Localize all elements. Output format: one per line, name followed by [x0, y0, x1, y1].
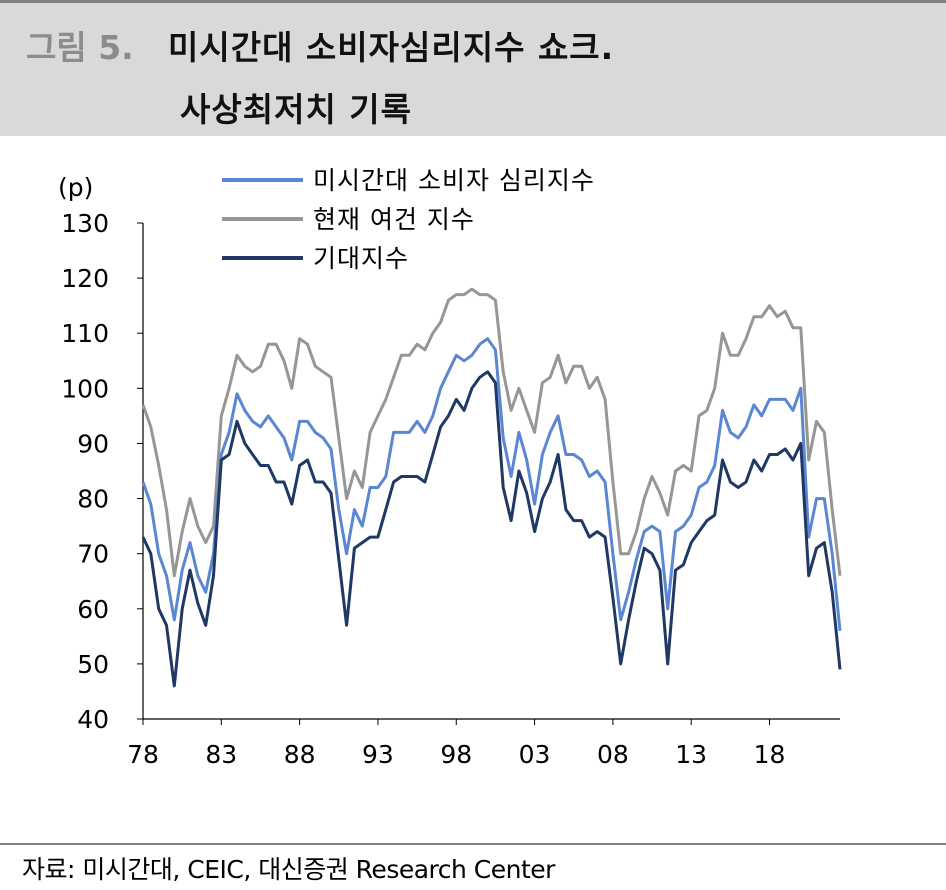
- y-tick-label: 70: [77, 540, 109, 569]
- plot-area: [141, 287, 842, 688]
- legend-label: 기대지수: [313, 244, 409, 273]
- chart-title-line-2: 사상최저치 기록: [180, 90, 413, 129]
- series-line-0: [141, 337, 842, 631]
- x-tick-label: 03: [519, 740, 551, 769]
- top-rule: [0, 0, 946, 3]
- source-note: 자료: 미시간대, CEIC, 대신증권 Research Center: [22, 855, 555, 884]
- y-tick-label: 130: [61, 209, 109, 238]
- y-tick-label: 100: [61, 374, 109, 403]
- x-tick-label: 78: [127, 740, 159, 769]
- y-tick-label: 110: [61, 319, 109, 348]
- bottom-rule: [0, 843, 946, 845]
- x-tick-label: 88: [284, 740, 316, 769]
- title-banner: 그림 5. 미시간대 소비자심리지수 쇼크. 사상최저치 기록: [0, 3, 946, 136]
- x-tick-label: 08: [597, 740, 629, 769]
- y-unit-label: (p): [58, 173, 93, 202]
- x-axis: 78 83 88 93 98 03 08 13 18: [127, 718, 840, 769]
- y-tick-label: 40: [77, 705, 109, 734]
- y-tick-label: 80: [77, 485, 109, 514]
- figure-number: 그림 5.: [26, 28, 134, 67]
- legend-label: 현재 여건 지수: [313, 205, 475, 234]
- x-tick-label: 93: [362, 740, 394, 769]
- y-axis: 130 120 110 100 90 80 70 60 50 40: [61, 209, 144, 734]
- series-line-1: [141, 287, 842, 578]
- legend-label: 미시간대 소비자 심리지수: [313, 166, 595, 195]
- y-tick-label: 50: [77, 650, 109, 679]
- y-tick-label: 120: [61, 264, 109, 293]
- x-tick-label: 18: [754, 740, 786, 769]
- x-tick-label: 13: [675, 740, 707, 769]
- series-line-2: [141, 370, 842, 688]
- x-tick-label: 98: [440, 740, 472, 769]
- chart-title-line-1: 미시간대 소비자심리지수 쇼크.: [168, 28, 615, 67]
- y-tick-label: 60: [77, 595, 109, 624]
- x-tick-label: 83: [205, 740, 237, 769]
- y-tick-label: 90: [77, 429, 109, 458]
